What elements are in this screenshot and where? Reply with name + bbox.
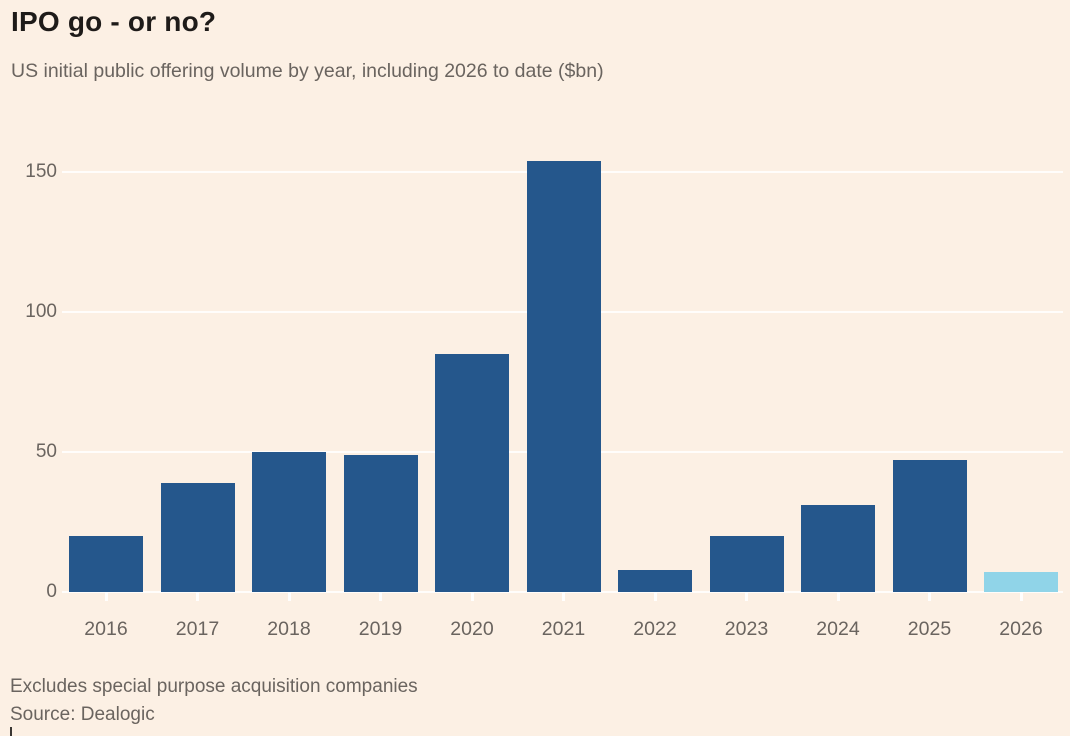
y-axis-label-0: 0: [46, 581, 57, 602]
x-axis-label-2023: 2023: [724, 618, 769, 640]
x-axis-label-2024: 2024: [816, 618, 860, 640]
bar-2024: [801, 505, 875, 592]
x-axis-label-2017: 2017: [175, 618, 220, 640]
text-cursor-artifact: [10, 727, 12, 736]
bar-2026: [984, 572, 1058, 592]
x-tick-2018: [287, 592, 291, 601]
x-tick-2024: [836, 592, 840, 601]
bar-2021: [526, 160, 601, 592]
bar-2023: [709, 536, 784, 592]
x-tick-2019: [379, 592, 382, 601]
x-tick-2020: [470, 592, 474, 601]
bar-2019: [343, 454, 418, 592]
x-axis-label-2025: 2025: [907, 618, 952, 640]
x-axis-label-2019: 2019: [358, 618, 403, 640]
bar-2022: [618, 569, 692, 592]
x-tick-2025: [928, 592, 931, 601]
x-axis-label-2020: 2020: [450, 618, 494, 640]
chart-title: IPO go - or no?: [11, 6, 217, 37]
x-tick-2023: [745, 592, 748, 601]
x-axis-label-2022: 2022: [633, 618, 677, 640]
y-axis-label-100: 100: [25, 301, 57, 322]
x-axis-label-2021: 2021: [541, 618, 586, 640]
bar-2016: [69, 536, 143, 592]
x-axis-label-2018: 2018: [267, 618, 311, 640]
chart-footnote: Excludes special purpose acquisition com…: [10, 676, 418, 697]
chart-subtitle: US initial public offering volume by yea…: [11, 60, 604, 82]
x-axis-label-2026: 2026: [999, 618, 1043, 640]
x-axis-label-2016: 2016: [84, 618, 128, 640]
y-axis-label-50: 50: [35, 441, 57, 462]
bar-2020: [435, 354, 509, 592]
chart-source: Source: Dealogic: [10, 704, 155, 725]
bar-2018: [252, 452, 326, 592]
x-tick-2022: [653, 592, 657, 601]
x-tick-2017: [196, 592, 199, 601]
y-axis-label-150: 150: [25, 161, 57, 182]
bar-2025: [892, 460, 967, 592]
bar-2017: [160, 482, 235, 592]
x-tick-2021: [562, 592, 565, 601]
x-tick-2026: [1019, 592, 1023, 601]
x-tick-2016: [104, 592, 108, 601]
